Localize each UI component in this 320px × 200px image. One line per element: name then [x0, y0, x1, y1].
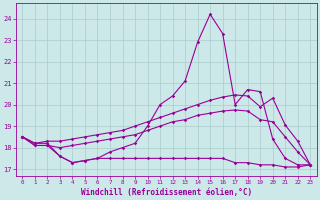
X-axis label: Windchill (Refroidissement éolien,°C): Windchill (Refroidissement éolien,°C)	[81, 188, 252, 197]
